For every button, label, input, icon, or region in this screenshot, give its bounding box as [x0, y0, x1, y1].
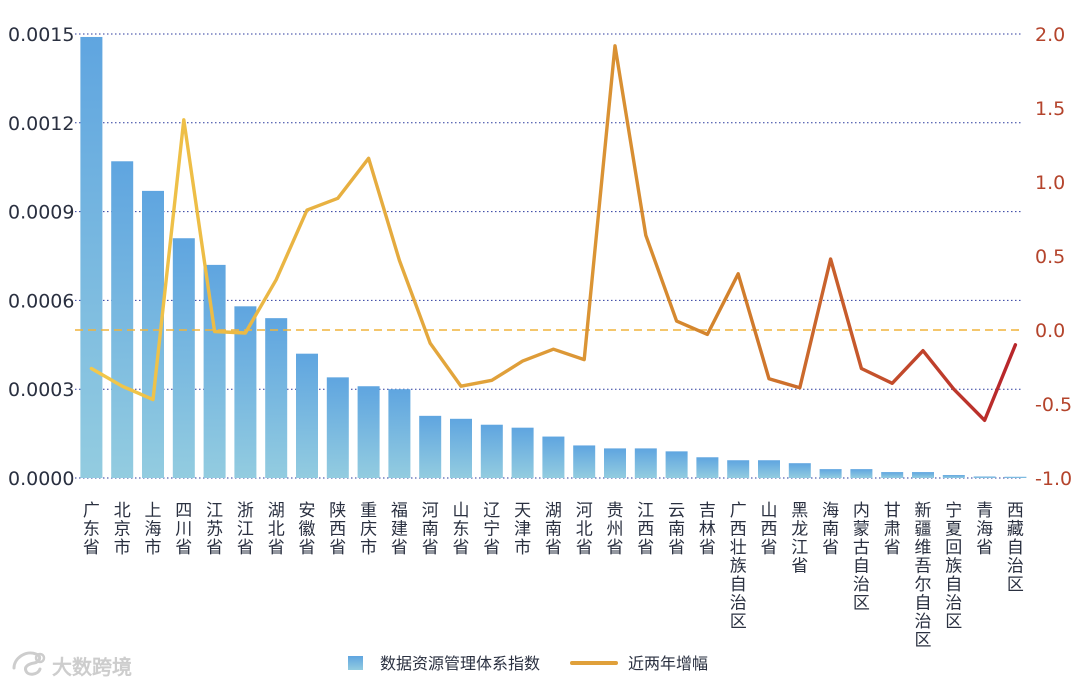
x-tick-label: 西藏自治区 [1007, 501, 1024, 595]
y-left-tick-label: 0.0006 [8, 290, 74, 312]
y-left-tick-label: 0.0015 [8, 24, 74, 46]
x-tick-label: 辽宁省 [483, 501, 500, 558]
x-tick-label: 新疆维吾尔自治区 [915, 501, 932, 651]
line-series [89, 44, 1018, 422]
x-tick-label: 天津市 [514, 501, 531, 558]
legend: 数据资源管理体系指数 近两年增幅 [348, 654, 708, 673]
x-tick-label: 云南省 [668, 501, 685, 558]
bar [511, 427, 534, 478]
x-tick-label: 浙江省 [237, 501, 254, 558]
bar [142, 190, 164, 478]
bar [419, 415, 442, 478]
x-tick-label: 北京市 [114, 501, 131, 558]
bar-series [80, 36, 1027, 479]
x-tick-label: 湖南省 [545, 501, 562, 558]
y-right-tick-label: 1.0 [1035, 172, 1065, 194]
x-axis-labels: 广东省北京市上海市四川省江苏省浙江省湖北省安徽省陕西省重庆市福建省河南省山东省辽… [83, 501, 1024, 651]
growth-line [89, 44, 1018, 422]
bar [111, 161, 134, 478]
x-tick-label: 安徽省 [299, 501, 316, 558]
bar [234, 306, 257, 478]
y-right-tick-label: 0.5 [1035, 246, 1065, 268]
bar [819, 469, 842, 478]
bar [450, 418, 472, 478]
bar [881, 472, 904, 478]
x-tick-label: 宁夏回族自治区 [945, 501, 962, 632]
bar [604, 448, 626, 478]
x-tick-label: 山东省 [453, 501, 470, 558]
bar [788, 463, 811, 478]
bar [357, 386, 380, 478]
y-right-tick-label: 0.0 [1035, 320, 1065, 342]
bar [480, 424, 503, 478]
bar [634, 448, 657, 478]
x-tick-label: 上海市 [145, 501, 162, 558]
bar [973, 476, 996, 478]
x-tick-label: 福建省 [391, 501, 408, 558]
y-left-tick-label: 0.0009 [8, 202, 74, 224]
x-tick-label: 海南省 [822, 501, 839, 558]
bar [727, 460, 750, 478]
y-right-tick-label: -1.0 [1035, 468, 1072, 490]
x-tick-label: 贵州省 [607, 501, 624, 558]
y-right-tick-label: -0.5 [1035, 394, 1072, 416]
bar [265, 318, 288, 478]
bar [665, 451, 688, 478]
y-right-tick-label: 1.5 [1035, 98, 1065, 120]
x-tick-label: 河北省 [576, 501, 593, 558]
bar [203, 264, 226, 478]
legend-bar-swatch [348, 656, 363, 670]
x-tick-label: 江苏省 [206, 501, 223, 558]
x-tick-label: 广西壮族自治区 [730, 501, 747, 632]
bar [388, 389, 411, 478]
bar [573, 445, 596, 478]
weibo-logo-icon [12, 651, 42, 676]
x-tick-label: 四川省 [175, 501, 192, 558]
watermark: 大数跨境 [12, 651, 132, 679]
y-right-tick-label: 2.0 [1035, 24, 1065, 46]
bar [912, 472, 934, 478]
x-tick-label: 江西省 [637, 501, 654, 558]
bar [80, 36, 103, 479]
x-tick-label: 黑龙江省 [791, 501, 808, 577]
x-tick-label: 吉林省 [699, 501, 716, 558]
y-left-tick-label: 0.0000 [8, 468, 74, 490]
x-tick-label: 内蒙古自治区 [853, 501, 870, 614]
x-tick-label: 河南省 [422, 501, 439, 558]
x-tick-label: 广东省 [83, 501, 100, 558]
x-tick-label: 重庆市 [360, 501, 377, 558]
y-axis-left: 0.0015 0.0012 0.0009 0.0006 0.0003 0.0000 [8, 24, 74, 490]
bar [172, 238, 195, 478]
bar [542, 436, 565, 478]
bar [1004, 476, 1027, 478]
bar [850, 469, 873, 478]
y-left-tick-label: 0.0003 [8, 379, 74, 401]
bar [296, 353, 318, 478]
bar [696, 457, 719, 478]
x-tick-label: 湖北省 [268, 501, 285, 558]
watermark-text: 大数跨境 [52, 655, 132, 679]
legend-line-label: 近两年增幅 [628, 654, 708, 673]
weibo-eye-icon [34, 652, 46, 664]
bar [326, 377, 349, 478]
x-tick-label: 青海省 [976, 501, 993, 558]
y-left-tick-label: 0.0012 [8, 113, 74, 135]
x-tick-label: 山西省 [761, 501, 778, 558]
y-axis-right: 2.0 1.5 1.0 0.5 0.0 -0.5 -1.0 [1035, 24, 1072, 490]
legend-bar-label: 数据资源管理体系指数 [380, 654, 540, 673]
bar [758, 460, 780, 478]
bar [942, 475, 965, 478]
x-tick-label: 甘肃省 [884, 501, 901, 558]
x-tick-label: 陕西省 [329, 501, 346, 558]
